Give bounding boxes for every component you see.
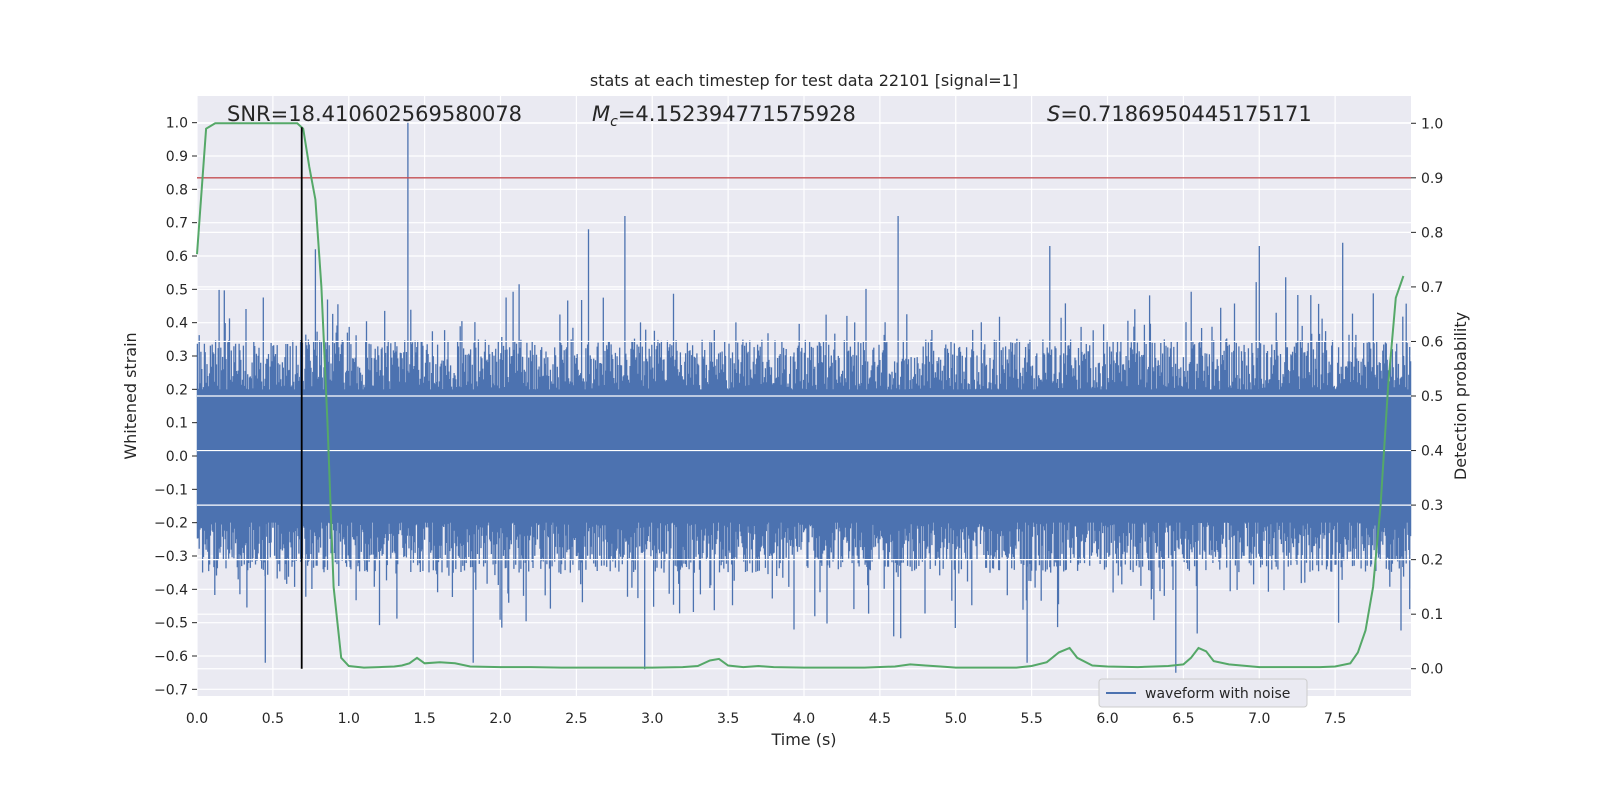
y-tick-label: −0.3: [154, 549, 188, 565]
mc-symbol: M: [592, 102, 610, 126]
y2-tick-label: 0.1: [1421, 607, 1443, 623]
x-tick-label: 2.0: [489, 711, 511, 727]
x-tick-label: 1.5: [413, 711, 435, 727]
x-tick-label: 0.5: [262, 711, 284, 727]
x-tick-label: 2.5: [565, 711, 587, 727]
x-tick-label: 5.5: [1020, 711, 1042, 727]
detection-probability-line: [196, 122, 1405, 669]
y2-tick-label: 1.0: [1421, 116, 1443, 132]
y2-tick-label: 0.3: [1421, 498, 1443, 514]
x-tick-label: 3.0: [641, 711, 663, 727]
s-symbol: S: [1047, 102, 1060, 126]
y-tick-label: −0.4: [154, 582, 188, 598]
y2-tick-labels: 1.0 0.9 0.8 0.7 0.6 0.5 0.4 0.3 0.2 0.1 0.0: [1411, 116, 1443, 678]
y2-tick-label: 0.7: [1421, 280, 1443, 296]
y2-tick-label: 0.9: [1421, 171, 1443, 187]
s-annotation: S=0.7186950445175171: [1047, 102, 1312, 126]
y-tick-labels: 1.0 0.9 0.8 0.7 0.6 0.5 0.4 0.3 0.2 0.1 0.0 −0.1 −0.…: [154, 116, 197, 698]
waveform-series: [196, 122, 1412, 673]
y2-axis-label: Detection probability: [1451, 312, 1470, 480]
x-tick-label: 6.0: [1096, 711, 1118, 727]
x-tick-labels: 0.0 0.5 1.0 1.5 2.0 2.5 3.0 3.5 4.0 4.5 5.0 5.5 6.0 6…: [186, 711, 1346, 727]
s-value: =0.7186950445175171: [1060, 102, 1311, 126]
y-axis-label: Whitened strain: [121, 332, 140, 459]
x-tick-label: 0.0: [186, 711, 208, 727]
y2-tick-label: 0.5: [1421, 389, 1443, 405]
y2-tick-label: 0.2: [1421, 553, 1443, 569]
x-tick-label: 1.0: [338, 711, 360, 727]
legend-entry-waveform: waveform with noise: [1145, 686, 1290, 702]
y-tick-label: 0.3: [166, 349, 188, 365]
y-tick-label: 0.2: [166, 382, 188, 398]
x-tick-label: 4.0: [793, 711, 815, 727]
x-tick-label: 7.0: [1248, 711, 1270, 727]
y-tick-label: 0.6: [166, 249, 188, 265]
y-tick-label: −0.1: [154, 482, 188, 498]
y-tick-label: −0.2: [154, 516, 188, 532]
mc-subscript: c: [610, 114, 618, 130]
y-tick-label: 0.5: [166, 282, 188, 298]
y2-tick-label: 0.4: [1421, 444, 1443, 460]
chart-title: stats at each timestep for test data 221…: [590, 71, 1018, 90]
y-tick-label: 0.8: [166, 182, 188, 198]
y-tick-label: −0.7: [154, 682, 188, 698]
y2-tick-label: 0.8: [1421, 225, 1443, 241]
mc-value: =4.152394771575928: [618, 102, 856, 126]
y-tick-label: 1.0: [166, 116, 188, 132]
x-tick-label: 6.5: [1172, 711, 1194, 727]
snr-annotation: SNR=18.410602569580078: [227, 102, 522, 126]
mc-annotation: Mc=4.152394771575928: [592, 102, 856, 130]
x-tick-label: 3.5: [717, 711, 739, 727]
y2-tick-label: 0.6: [1421, 334, 1443, 350]
y-tick-label: −0.6: [154, 649, 188, 665]
x-tick-label: 5.0: [945, 711, 967, 727]
y-tick-label: 0.4: [166, 316, 188, 332]
y2-tick-label: 0.0: [1421, 662, 1443, 678]
x-tick-label: 7.5: [1324, 711, 1346, 727]
x-axis-label: Time (s): [770, 730, 836, 749]
x-tick-label: 4.5: [869, 711, 891, 727]
waveform-core: [197, 389, 1411, 523]
legend: waveform with noise: [1098, 678, 1308, 708]
y-tick-label: 0.0: [166, 449, 188, 465]
y-tick-label: 0.1: [166, 416, 188, 432]
y-tick-label: 0.9: [166, 149, 188, 165]
y-tick-label: 0.7: [166, 216, 188, 232]
y-tick-label: −0.5: [154, 616, 188, 632]
legend-box: [1098, 678, 1308, 708]
